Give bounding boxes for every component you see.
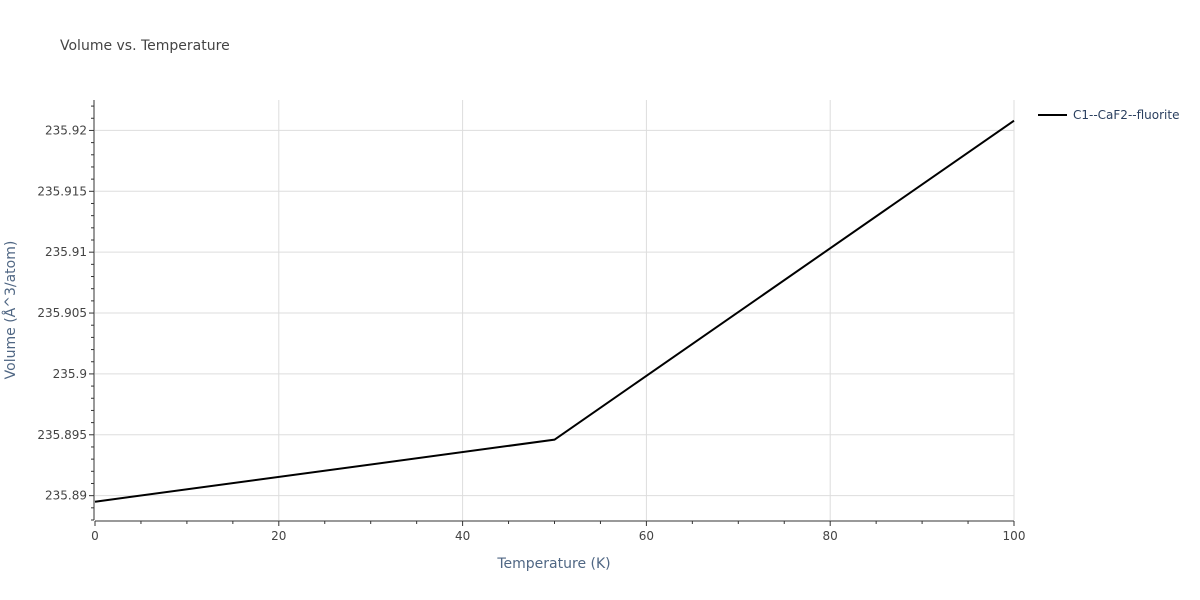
legend-label[interactable]: C1--CaF2--fluorite [1073, 108, 1179, 122]
y-axis-title: Volume (Å^3/atom) [2, 241, 19, 380]
legend[interactable]: C1--CaF2--fluorite [1038, 108, 1179, 122]
y-tick-label: 235.91 [45, 245, 87, 259]
x-axis-title: Temperature (K) [496, 556, 610, 572]
x-tick-label: 0 [91, 529, 99, 543]
y-tick-label: 235.915 [37, 184, 87, 198]
y-tick-label: 235.89 [45, 489, 87, 503]
x-tick-label: 80 [823, 529, 838, 543]
x-tick-label: 20 [271, 529, 286, 543]
chart-title: Volume vs. Temperature [60, 38, 230, 54]
y-tick-label: 235.895 [37, 428, 87, 442]
grid-layer [95, 100, 1015, 520]
x-tick-label: 40 [455, 529, 470, 543]
y-tick-label: 235.905 [37, 306, 87, 320]
series-line[interactable] [94, 119, 1015, 503]
series-layer [94, 119, 1015, 503]
y-tick-label: 235.9 [53, 367, 87, 381]
x-tick-label: 100 [1003, 529, 1026, 543]
axes-layer: 0 20 40 60 80 100 235.89 235.895 235.9 235.905 235… [37, 100, 1025, 543]
x-tick-label: 60 [639, 529, 654, 543]
y-tick-label: 235.92 [45, 123, 87, 137]
